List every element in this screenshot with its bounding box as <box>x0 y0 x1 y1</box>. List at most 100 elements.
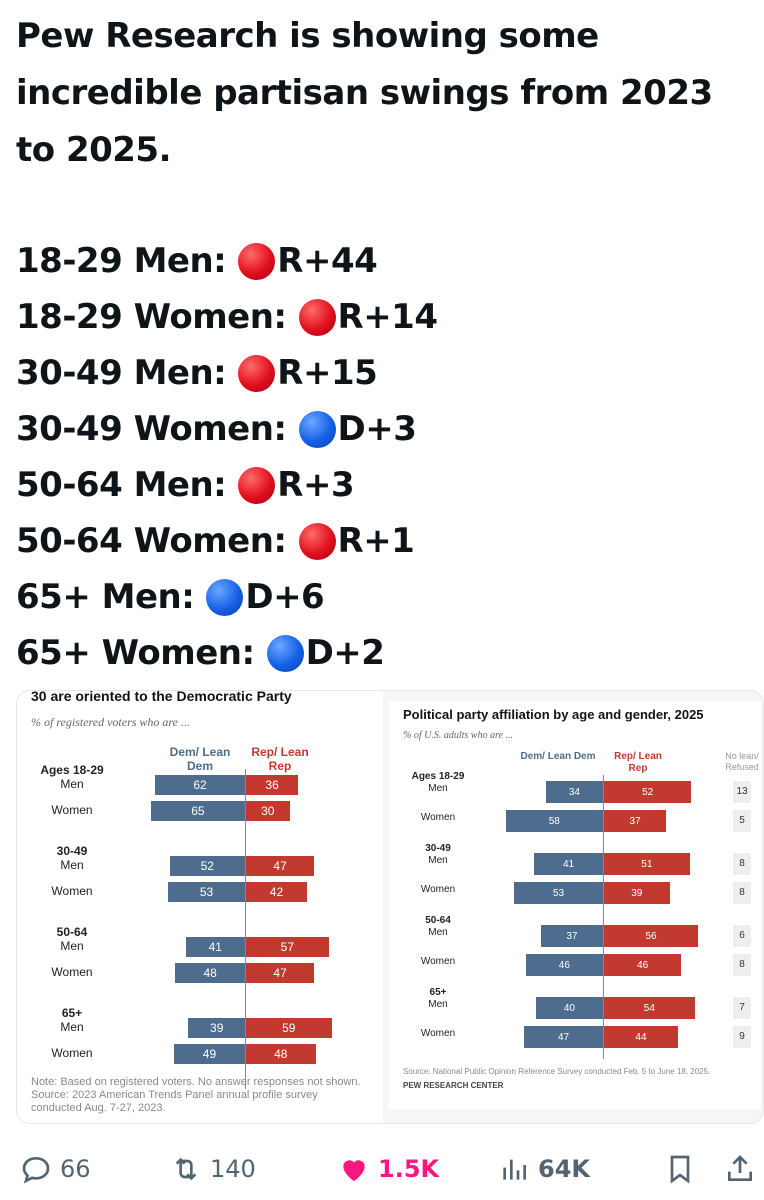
rep-bar: 47 <box>246 963 315 983</box>
dem-bar: 47 <box>524 1026 603 1048</box>
row-label: Men <box>60 777 84 791</box>
red-circle-icon <box>238 466 276 504</box>
swing-value: R+44 <box>277 241 378 281</box>
no-lean-value: 8 <box>733 882 751 904</box>
swing-value: R+1 <box>337 521 415 561</box>
rep-bar: 42 <box>246 882 307 902</box>
age-group-label: 65+ <box>61 1006 83 1020</box>
red-circle-icon <box>238 354 276 392</box>
age-group-label: 30-49 <box>425 843 451 854</box>
age-group-label: 50-64 <box>425 915 451 926</box>
post-text: Pew Research is showing some incredible … <box>16 8 756 681</box>
chart-source2: conducted Aug. 7-27, 2023. <box>31 1102 166 1114</box>
no-lean-value: 13 <box>733 781 751 803</box>
bookmark-button[interactable] <box>664 1152 696 1186</box>
swing-label: 50-64 Women: <box>16 521 287 561</box>
row-label: Men <box>428 855 448 866</box>
chart-subtitle: % of registered voters who are ... <box>31 715 190 729</box>
rep-bar: 57 <box>246 937 329 957</box>
swing-label: 18-29 Women: <box>16 297 287 337</box>
rep-bar: 54 <box>604 997 695 1019</box>
row-label: Men <box>60 939 84 953</box>
dem-bar: 62 <box>155 775 245 795</box>
post-headline: Pew Research is showing some incredible … <box>16 16 713 170</box>
swing-label: 30-49 Men: <box>16 353 227 393</box>
blue-circle-icon <box>206 578 244 616</box>
age-group-label: 30-49 <box>56 844 88 858</box>
swing-label: 65+ Men: <box>16 577 195 617</box>
dem-bar: 53 <box>168 882 245 902</box>
age-group-label: 50-64 <box>56 925 88 939</box>
row-label: Women <box>51 1046 93 1060</box>
rep-bar: 39 <box>604 882 670 904</box>
rep-bar: 37 <box>604 810 667 832</box>
row-label: Women <box>420 812 456 823</box>
repost-icon <box>175 1157 197 1181</box>
swing-label: 65+ Women: <box>16 633 255 673</box>
share-icon <box>728 1155 752 1181</box>
dem-bar: 53 <box>513 882 603 904</box>
rep-bar: 44 <box>604 1026 678 1048</box>
red-circle-icon <box>298 522 336 560</box>
repost-count: 140 <box>210 1155 256 1183</box>
post-media[interactable]: 30 are oriented to the Democratic Party%… <box>16 690 764 1124</box>
row-label: Men <box>60 1020 84 1034</box>
dem-bar: 48 <box>175 963 245 983</box>
no-lean-value: 6 <box>733 925 751 947</box>
no-lean-value: 8 <box>733 954 751 976</box>
swing-value: D+3 <box>337 409 417 449</box>
swing-value: R+14 <box>337 297 438 337</box>
swing-row: 50-64 Women: R+1 <box>16 513 756 569</box>
rep-column-header: Rep/ Lean Rep <box>251 745 309 773</box>
swing-row: 18-29 Women: R+14 <box>16 289 756 345</box>
dem-bar: 41 <box>534 853 603 875</box>
chart-title: 30 are oriented to the Democratic Party <box>31 690 292 704</box>
age-group-label: Ages 18-29 <box>40 763 104 777</box>
chart-source: Source: 2023 American Trends Panel annua… <box>31 1089 318 1101</box>
swing-value: D+6 <box>245 577 325 617</box>
rep-column-header: Rep/ Lean Rep <box>614 751 662 774</box>
bookmark-icon <box>670 1155 690 1184</box>
reply-button[interactable]: 66 <box>20 1152 91 1186</box>
views-button[interactable]: 64K <box>498 1152 590 1186</box>
swing-row: 65+ Men: D+6 <box>16 569 756 625</box>
rep-bar: 47 <box>246 856 315 876</box>
chart-source: Source: National Public Opinion Referenc… <box>403 1067 711 1076</box>
row-label: Women <box>420 884 456 895</box>
dem-column-header: Dem/ Lean Dem <box>520 751 596 762</box>
row-label: Men <box>428 999 448 1010</box>
share-button[interactable] <box>724 1152 756 1186</box>
row-label: Women <box>51 803 93 817</box>
chart-2023: 30 are oriented to the Democratic Party%… <box>17 690 383 1123</box>
rep-bar: 59 <box>246 1018 332 1038</box>
rep-bar: 52 <box>604 781 692 803</box>
dem-bar: 52 <box>169 856 245 876</box>
rep-bar: 30 <box>246 801 290 821</box>
row-label: Women <box>51 884 93 898</box>
red-circle-icon <box>298 298 336 336</box>
like-button[interactable]: 1.5K <box>338 1152 439 1186</box>
row-label: Men <box>60 858 84 872</box>
rep-bar: 36 <box>246 775 299 795</box>
dem-column-header: Dem/ Lean Dem <box>169 745 231 773</box>
center-axis <box>245 769 246 1089</box>
dem-bar: 41 <box>185 937 245 957</box>
chart-subtitle: % of U.S. adults who are ... <box>403 730 513 741</box>
dem-bar: 40 <box>535 997 603 1019</box>
repost-button[interactable]: 140 <box>170 1152 256 1186</box>
action-bar: 66 140 1.5K 64K <box>0 1140 764 1196</box>
no-lean-value: 8 <box>733 853 751 875</box>
swing-row: 30-49 Women: D+3 <box>16 401 756 457</box>
dem-bar: 49 <box>173 1044 245 1064</box>
row-label: Women <box>420 956 456 967</box>
row-label: Men <box>428 783 448 794</box>
dem-bar: 34 <box>545 781 603 803</box>
heart-icon <box>343 1160 365 1181</box>
reply-icon <box>22 1156 50 1184</box>
rep-bar: 51 <box>604 853 690 875</box>
dem-bar: 65 <box>150 801 245 821</box>
swing-row: 50-64 Men: R+3 <box>16 457 756 513</box>
swing-value: R+15 <box>277 353 378 393</box>
swing-label: 50-64 Men: <box>16 465 227 505</box>
rep-bar: 48 <box>246 1044 316 1064</box>
